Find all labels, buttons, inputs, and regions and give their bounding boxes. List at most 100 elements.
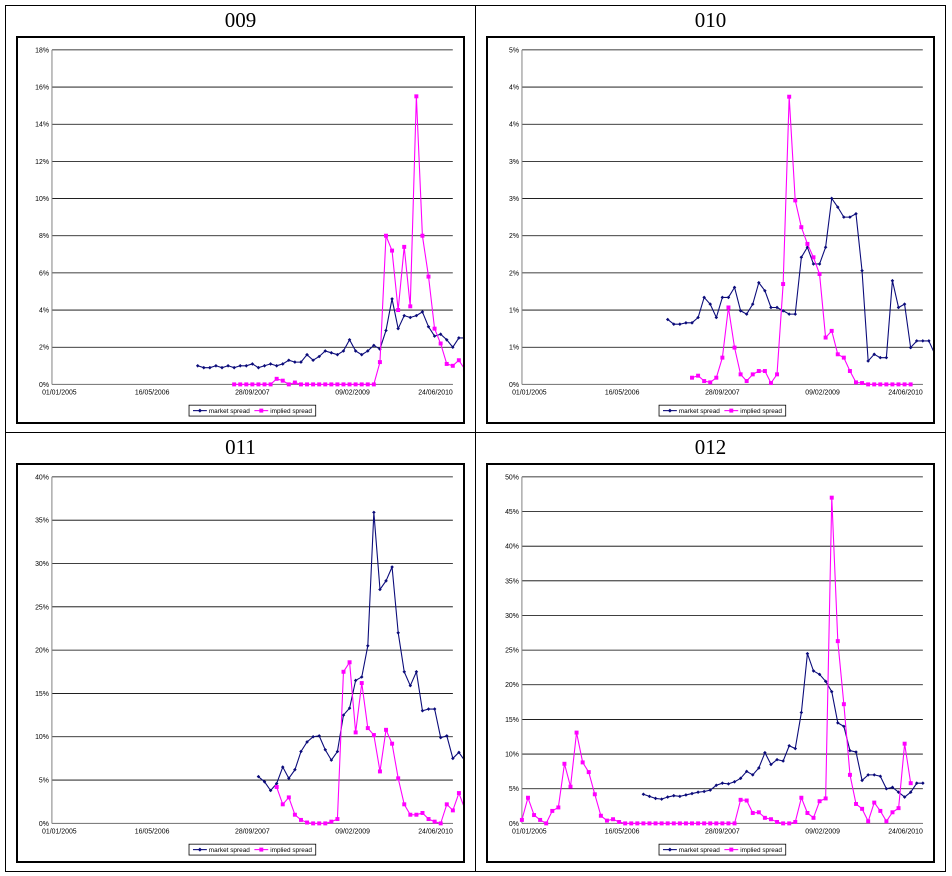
market-point [708, 302, 713, 306]
implied-point [586, 770, 591, 775]
market-point [402, 670, 407, 674]
market-point [293, 360, 297, 364]
market-point [927, 339, 931, 343]
implied-point [726, 821, 731, 826]
market-point [726, 782, 731, 786]
chart-title-010: 010 [694, 8, 727, 32]
market-point [872, 773, 877, 777]
y-tick-label: 40% [35, 474, 49, 481]
implied-point [884, 819, 889, 824]
implied-point [714, 821, 719, 826]
implied-point [280, 802, 285, 807]
legend-market-label: market spread [679, 408, 720, 415]
market-point [238, 364, 243, 368]
market-point [902, 795, 907, 799]
implied-point [702, 821, 707, 826]
implied-point [347, 382, 352, 387]
implied-point [519, 817, 524, 822]
market-point [329, 758, 334, 762]
market-point [353, 349, 358, 353]
market-point [678, 322, 682, 326]
market-point [299, 360, 303, 364]
market-point [359, 675, 364, 679]
implied-point [580, 760, 585, 765]
implied-point [299, 817, 303, 822]
implied-point [908, 382, 913, 387]
implied-point [860, 381, 865, 386]
chart-title-011: 011 [225, 435, 256, 459]
y-tick-label: 1% [509, 345, 519, 352]
implied-point [835, 352, 840, 357]
implied-point [659, 821, 664, 826]
implied-point [841, 702, 846, 707]
implied-point [884, 382, 889, 387]
implied-point [896, 382, 901, 387]
implied-point [420, 233, 425, 238]
market-point [432, 707, 437, 711]
market-point [793, 746, 798, 751]
implied-point [908, 781, 913, 786]
market-point [878, 774, 883, 779]
implied-point [371, 733, 376, 738]
legend-implied-marker [729, 408, 734, 413]
implied-point [854, 801, 859, 806]
y-tick-label: 4% [509, 122, 519, 129]
chart-title-009: 009 [224, 8, 257, 32]
implied-point [690, 375, 694, 380]
market-point [872, 352, 876, 357]
implied-point [341, 669, 346, 674]
market-point [696, 315, 700, 320]
y-tick-label: 2% [509, 233, 519, 240]
implied-point [438, 341, 443, 346]
implied-point [841, 355, 846, 360]
y-tick-label: 10% [35, 196, 49, 203]
chart-frame-009: 0% 2% 4% 6% 8% 10% 12% 14% 16% 18% 01/01/2005 16/05… [16, 36, 465, 424]
market-point [732, 285, 737, 290]
market-point [842, 215, 846, 219]
market-point [720, 781, 725, 785]
market-point [866, 359, 870, 363]
y-tick-label: 2% [509, 270, 519, 277]
market-point [329, 351, 334, 355]
implied-point [384, 727, 389, 732]
market-point [653, 796, 658, 801]
implied-point [532, 813, 537, 818]
implied-point [238, 382, 243, 387]
market-point [396, 326, 400, 331]
legend-implied-marker [729, 847, 734, 852]
implied-point [805, 811, 810, 815]
chart-frame-012: 0% 5% 10% 15% 20% 25% 30% 35% 40% 45% 50% 01/01/200… [486, 463, 935, 863]
implied-point [341, 382, 346, 387]
y-tick-label: 25% [35, 604, 49, 611]
market-point [396, 631, 400, 635]
legend-implied-label: implied spread [270, 408, 312, 415]
implied-point [708, 380, 713, 385]
implied-point [365, 382, 370, 387]
x-tick-label: 01/01/2005 [512, 828, 547, 835]
y-tick-label: 40% [505, 544, 519, 551]
chart-title-012: 012 [694, 435, 727, 459]
market-point [305, 740, 309, 744]
market-point [799, 710, 804, 715]
market-point [659, 797, 664, 801]
implied-point [426, 274, 431, 279]
market-point [720, 295, 725, 300]
implied-point [702, 379, 707, 384]
market-point [690, 321, 694, 325]
implied-point [823, 335, 828, 340]
implied-point [647, 821, 652, 826]
implied-point [793, 820, 798, 824]
implied-point [683, 821, 688, 826]
market-point [451, 345, 455, 350]
implied-point [708, 821, 713, 826]
implied-point [690, 821, 694, 826]
market-point [890, 278, 895, 283]
implied-point [829, 328, 834, 333]
implied-point [323, 821, 328, 826]
market-point [287, 776, 291, 781]
market-point [854, 212, 858, 216]
y-tick-label: 45% [505, 509, 519, 516]
market-point [317, 734, 321, 738]
market-point [244, 364, 249, 368]
implied-point [653, 821, 658, 826]
